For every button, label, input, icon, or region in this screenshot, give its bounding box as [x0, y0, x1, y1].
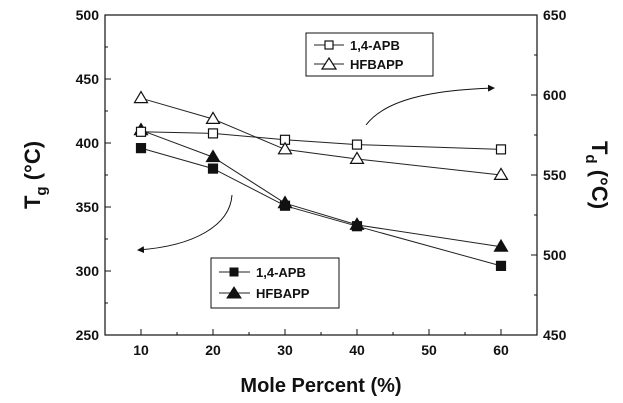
legend-marker-triangle-open: [320, 56, 338, 70]
x-tick-label: 50: [421, 342, 437, 358]
data-point-triangle: [277, 141, 293, 155]
legend-label-hfbapp-open: HFBAPP: [350, 57, 404, 72]
legend-left-axis: 1,4-APB HFBAPP: [210, 257, 340, 309]
x-tick-label: 10: [133, 342, 149, 358]
right-axis-title-unit: (°C): [587, 170, 612, 209]
series-line-2: [140, 131, 502, 150]
data-point-triangle: [133, 90, 149, 104]
left-tick-label: 300: [76, 263, 100, 279]
x-tick-label: 40: [349, 342, 365, 358]
left-axis-title-unit: (°C): [20, 141, 45, 180]
legend-label-apb-filled: 1,4-APB: [256, 265, 306, 280]
right-tick-label: 650: [543, 7, 567, 23]
legend-marker-square-open: [324, 40, 334, 50]
legend-label-hfbapp-filled: HFBAPP: [256, 286, 310, 301]
x-tick-label: 60: [493, 342, 509, 358]
series-layer: [133, 90, 509, 271]
right-tick-label: 450: [543, 327, 567, 343]
series-line-0: [140, 147, 502, 267]
data-point-square: [135, 143, 147, 154]
right-axis-title-main: T: [587, 141, 612, 155]
left-tick-label: 400: [76, 135, 100, 151]
data-point-triangle: [205, 149, 221, 163]
data-point-triangle: [349, 151, 365, 164]
svg-text:Td (°C): Td (°C): [582, 141, 612, 209]
legend-marker-triangle-filled: [226, 286, 242, 299]
left-tick-label: 500: [76, 7, 100, 23]
x-tick-label: 20: [205, 342, 221, 358]
right-tick-label: 550: [543, 167, 567, 183]
legend-marker-square-filled: [229, 267, 239, 277]
data-point-square: [135, 126, 147, 137]
left-axis-title-main: T: [20, 195, 45, 209]
data-point-triangle: [493, 167, 509, 180]
legend-label-apb-open: 1,4-APB: [350, 38, 400, 53]
data-point-square: [351, 139, 363, 150]
left-axis-title: Tg (°C): [20, 141, 50, 209]
data-point-square: [207, 163, 219, 174]
left-tick-label: 350: [76, 199, 100, 215]
right-axis-title: Td (°C): [582, 141, 612, 209]
data-point-square: [495, 260, 507, 271]
legend-right-axis: 1,4-APB HFBAPP: [305, 32, 434, 77]
left-tick-label: 250: [76, 327, 100, 343]
x-axis-title: Mole Percent (%): [240, 375, 401, 397]
svg-text:Tg (°C): Tg (°C): [20, 141, 50, 209]
data-point-triangle: [349, 217, 365, 230]
data-point-triangle: [493, 238, 509, 252]
x-tick-label: 30: [277, 342, 293, 358]
right-tick-label: 500: [543, 247, 567, 263]
right-tick-label: 600: [543, 87, 567, 103]
left-axis-title-sub: g: [33, 186, 50, 195]
arrow-to-right-axis: [365, 84, 495, 126]
left-tick-label: 450: [76, 71, 100, 87]
arrow-to-left-axis: [137, 194, 233, 254]
data-point-triangle: [277, 195, 293, 209]
data-point-square: [207, 128, 219, 139]
legend-left-box: [210, 257, 340, 309]
data-point-triangle: [205, 111, 221, 125]
ticks-layer: 10 20 30 40 50 60 250 300 350 400 450 500 450 500 550 6…: [76, 7, 567, 358]
right-axis-title-sub: d: [582, 154, 599, 163]
data-point-square: [495, 144, 507, 155]
